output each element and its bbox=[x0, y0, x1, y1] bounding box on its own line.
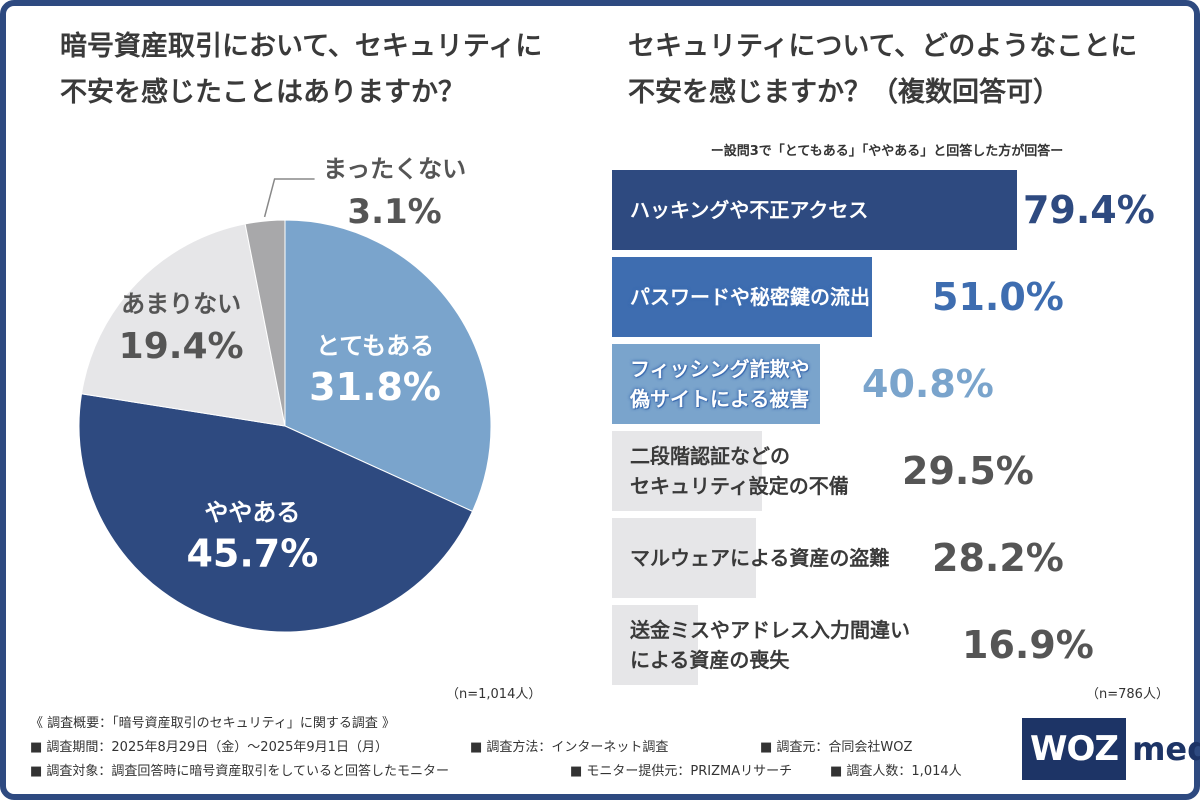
survey-provider: ■ モニター提供元：PRIZMAリサーチ bbox=[570, 764, 793, 779]
pie-chart-title: 暗号資産取引において、セキュリティに 不安を感じたことはありますか？ bbox=[60, 24, 580, 116]
bar-category-line: による資産の喪失 bbox=[630, 648, 790, 672]
pie-title-line-1: 暗号資産取引において、セキュリティに bbox=[60, 31, 543, 62]
bar-row-4: 二段階認証などの セキュリティ設定の不備 29.5% bbox=[612, 431, 1182, 511]
pie-slice-2 bbox=[78, 393, 474, 633]
bar-category-line: 偽サイトによる被害 bbox=[630, 387, 810, 411]
bar-category-line: ハッキングや不正アクセス bbox=[630, 198, 869, 222]
bar-chart-title: セキュリティについて、どのようなことに 不安を感じますか？（複数回答可） bbox=[628, 24, 1168, 116]
bar-category-label-4: 二段階認証などのセキュリティ設定の不備 bbox=[630, 431, 970, 511]
bar-value-label-1: 79.4% bbox=[1022, 188, 1155, 232]
survey-count: ■ 調査人数：1,014人 bbox=[830, 764, 962, 779]
bar-category-line: 二段階認証などの bbox=[630, 444, 790, 468]
pie-slice-label-4: まったくない bbox=[323, 155, 466, 183]
pie-slice-4 bbox=[244, 219, 286, 427]
logo-mark: WOZ bbox=[1022, 718, 1127, 780]
bar-sample-size: （n=786人） bbox=[1086, 687, 1169, 702]
bar-category-label-6: 送金ミスやアドレス入力間違い による資産の喪失 bbox=[630, 605, 970, 685]
bar-row-3: フィッシング詐欺や 偽サイトによる被害 40.8% bbox=[612, 344, 1182, 424]
survey-target: ■ 調査対象：調査回答時に暗号資産取引をしていると回答したモニター bbox=[30, 764, 450, 779]
bar-category-label-1: ハッキングや不正アクセス bbox=[630, 170, 970, 250]
pie-slice-value-4: 3.1% bbox=[347, 192, 441, 232]
bar-value-label-2: 51.0% bbox=[932, 275, 1064, 319]
bar-category-line: セキュリティ設定の不備 bbox=[630, 474, 849, 498]
survey-method: ■ 調査方法：インターネット調査 bbox=[470, 740, 669, 755]
pie-slice-value-2: 45.7% bbox=[186, 531, 318, 575]
bar-category-label-2: パスワードや秘密鍵の流出 bbox=[630, 257, 970, 337]
pie-slice-label-1: とてもある bbox=[316, 332, 434, 360]
bar-5 bbox=[612, 518, 756, 598]
pie-sample-size: （n=1,014人） bbox=[446, 687, 542, 702]
bar-row-6: 送金ミスやアドレス入力間違い による資産の喪失 16.9% bbox=[612, 605, 1182, 685]
bar-category-line: 送金ミスやアドレス入力間違い bbox=[630, 618, 910, 642]
survey-period: ■ 調査期間：2025年8月29日（金）〜2025年9月1日（月） bbox=[30, 740, 388, 755]
bar-value-label-4: 29.5% bbox=[902, 449, 1034, 493]
pie-slice-1 bbox=[284, 219, 492, 513]
bar-value-label-6: 16.9% bbox=[962, 623, 1094, 667]
bar-row-5: マルウェアによる資産の盗難 28.2% bbox=[612, 518, 1182, 598]
woz-media-logo[interactable]: WOZ media bbox=[1022, 718, 1200, 780]
bar-category-label-3: フィッシング詐欺や 偽サイトによる被害 bbox=[630, 344, 970, 424]
bar-title-line-1: セキュリティについて、どのようなことに bbox=[628, 31, 1138, 62]
bar-value-label-3: 40.8% bbox=[862, 362, 994, 406]
pie-slice-label-2: ややある bbox=[204, 498, 300, 526]
bar-chart-subtitle: ー設問3で「とてもある」「ややある」と回答した方が回答ー bbox=[710, 144, 1064, 159]
bar-1 bbox=[612, 170, 1017, 250]
bar-value-label-5: 28.2% bbox=[932, 536, 1064, 580]
bar-row-1: ハッキングや不正アクセス 79.4% bbox=[612, 170, 1182, 250]
bar-row-2: パスワードや秘密鍵の流出 51.0% bbox=[612, 257, 1182, 337]
pie-chart: とてもある 31.8% ややある 45.7% あまりない 19.4% まったくない 3.1% bbox=[78, 155, 492, 633]
pie-leader-line bbox=[263, 178, 315, 218]
bar-category-line: フィッシング詐欺や bbox=[630, 357, 810, 381]
survey-heading: 《 調査概要：「暗号資産取引のセキュリティ」に関する調査 》 bbox=[30, 716, 395, 731]
bar-category-line: パスワードや秘密鍵の流出 bbox=[630, 285, 870, 309]
bar-3 bbox=[612, 344, 821, 424]
logo-wordmark: media bbox=[1132, 730, 1200, 768]
bar-2 bbox=[612, 257, 873, 337]
pie-slice-3 bbox=[80, 223, 286, 427]
bar-chart: ハッキングや不正アクセス 79.4% パスワードや秘密鍵の流出 51.0% フィッシング… bbox=[612, 170, 1182, 686]
bar-category-line: マルウェアによる資産の盗難 bbox=[630, 546, 890, 570]
bar-6 bbox=[612, 605, 699, 685]
pie-title-line-2: 不安を感じたことはありますか？ bbox=[60, 77, 465, 108]
bar-4 bbox=[612, 431, 763, 511]
pie-slice-value-3: 19.4% bbox=[119, 326, 244, 367]
pie-slice-label-3: あまりない bbox=[121, 290, 241, 318]
pie-slice-value-1: 31.8% bbox=[309, 365, 441, 409]
bar-category-label-5: マルウェアによる資産の盗難 bbox=[630, 518, 970, 598]
survey-source: ■ 調査元：合同会社WOZ bbox=[760, 740, 913, 755]
bar-title-line-2: 不安を感じますか？（複数回答可） bbox=[628, 77, 1060, 108]
